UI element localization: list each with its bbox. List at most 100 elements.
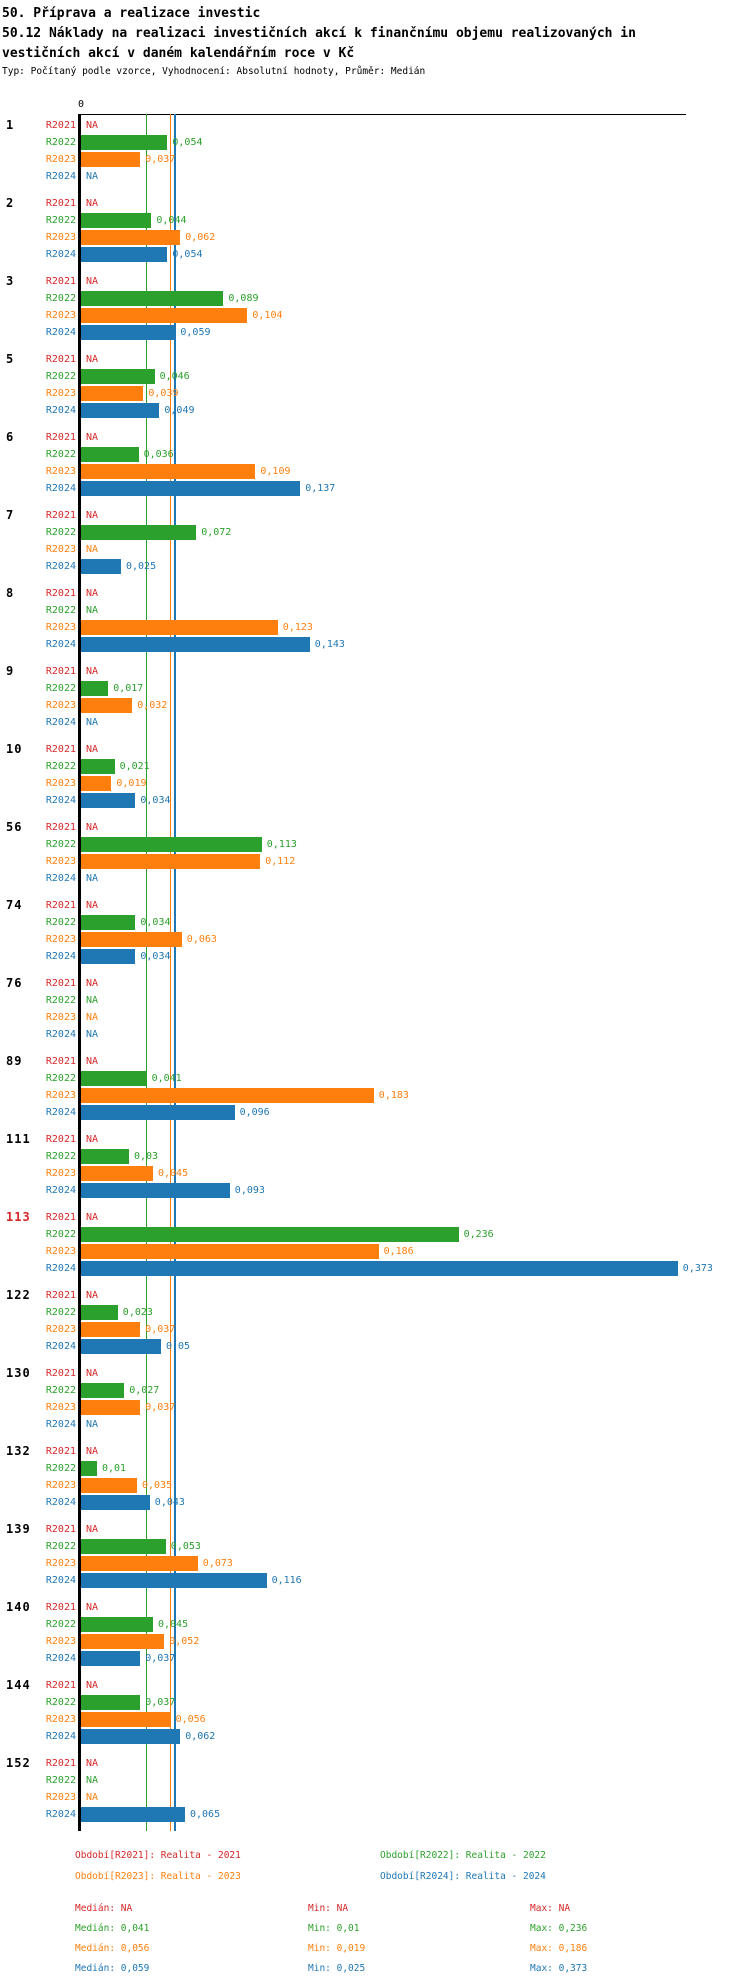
bar-row: R2022 0,01: [0, 1460, 750, 1477]
group-number: 56: [6, 820, 23, 834]
bar-row: R2023 0,039: [0, 385, 750, 402]
value-bar: [81, 1807, 185, 1822]
bar-row: R2024 0,373: [0, 1260, 750, 1277]
series-label: R2021: [45, 1290, 76, 1301]
value-bar: [81, 854, 261, 869]
value-label: 0,045: [158, 1619, 189, 1630]
series-label: R2021: [45, 1524, 76, 1535]
bar-row: R2023 0,183: [0, 1087, 750, 1104]
series-label: R2021: [45, 1446, 76, 1457]
group-number: 2: [6, 196, 15, 210]
bar-row: R2022 0,037: [0, 1694, 750, 1711]
value-bar: [81, 776, 112, 791]
value-bar: [81, 915, 136, 930]
bar-group-130: 130 R2021 NA R2022 0,027 R2023 0,037 R2024 NA: [0, 1365, 750, 1433]
bar-row: R2024 0,062: [0, 1728, 750, 1745]
series-label: R2021: [45, 120, 76, 131]
bar-row: R2021 NA: [0, 1521, 750, 1538]
value-label: 0,096: [239, 1107, 270, 1118]
value-label: 0,062: [185, 1731, 216, 1742]
na-label: NA: [86, 873, 99, 884]
series-label: R2023: [45, 1402, 76, 1413]
series-label: R2024: [45, 717, 76, 728]
bar-row: R2024 NA: [0, 168, 750, 185]
value-bar: [81, 1461, 97, 1476]
bar-row: R2023 0,109: [0, 463, 750, 480]
bar-row: R2021 NA: [0, 117, 750, 134]
value-label: 0,05: [166, 1341, 191, 1352]
na-label: NA: [86, 1524, 99, 1535]
bar-group-56: 56 R2021 NA R2022 0,113 R2023 0,112 R2024 NA: [0, 819, 750, 887]
value-label: 0,112: [265, 856, 296, 867]
value-bar: [81, 1261, 678, 1276]
series-label: R2022: [45, 761, 76, 772]
axis-zero-tick-label: 0: [77, 99, 85, 110]
bar-row: R2023 0,052: [0, 1633, 750, 1650]
value-label: 0,123: [282, 622, 313, 633]
bar-group-152: 152 R2021 NA R2022 NA R2023 NA R2024 0,065: [0, 1755, 750, 1823]
series-label: R2022: [45, 527, 76, 538]
na-label: NA: [86, 744, 99, 755]
series-label: R2024: [45, 483, 76, 494]
series-label: R2023: [45, 1324, 76, 1335]
series-label: R2021: [45, 1368, 76, 1379]
value-bar: [81, 1244, 379, 1259]
series-label: R2023: [45, 232, 76, 243]
bar-row: R2022 0,054: [0, 134, 750, 151]
series-label: R2022: [45, 293, 76, 304]
na-label: NA: [86, 354, 99, 365]
group-number: 3: [6, 274, 15, 288]
series-label: R2021: [45, 276, 76, 287]
bar-group-8: 8 R2021 NA R2022 NA R2023 0,123 R2024 0,143: [0, 585, 750, 653]
na-label: NA: [86, 276, 99, 287]
value-label: 0,113: [266, 839, 297, 850]
bar-row: R2024 0,059: [0, 324, 750, 341]
value-label: 0,109: [260, 466, 291, 477]
series-label: R2021: [45, 1212, 76, 1223]
value-bar: [81, 308, 248, 323]
series-label: R2024: [45, 405, 76, 416]
series-label: R2021: [45, 510, 76, 521]
bar-row: R2023 0,063: [0, 931, 750, 948]
value-label: 0,052: [169, 1636, 200, 1647]
bar-group-5: 5 R2021 NA R2022 0,046 R2023 0,039 R2024 0,049: [0, 351, 750, 419]
series-label: R2024: [45, 1809, 76, 1820]
value-label: 0,023: [122, 1307, 153, 1318]
bar-row: R2022 0,017: [0, 680, 750, 697]
value-bar: [81, 1539, 166, 1554]
series-label: R2022: [45, 1697, 76, 1708]
bar-group-122: 122 R2021 NA R2022 0,023 R2023 0,037 R2024 0,05: [0, 1287, 750, 1355]
value-label: 0,236: [463, 1229, 494, 1240]
bar-row: R2021 NA: [0, 273, 750, 290]
bar-row: R2022 0,236: [0, 1226, 750, 1243]
series-label: R2024: [45, 1263, 76, 1274]
bar-group-132: 132 R2021 NA R2022 0,01 R2023 0,035 R2024 0,043: [0, 1443, 750, 1511]
page-title: 50. Příprava a realizace investic: [2, 6, 261, 21]
bar-row: R2021 NA: [0, 1209, 750, 1226]
bar-group-144: 144 R2021 NA R2022 0,037 R2023 0,056 R2024 0,062: [0, 1677, 750, 1745]
bar-group-3: 3 R2021 NA R2022 0,089 R2023 0,104 R2024 0,059: [0, 273, 750, 341]
series-label: R2024: [45, 1575, 76, 1586]
series-label: R2022: [45, 995, 76, 1006]
series-label: R2021: [45, 900, 76, 911]
bar-row: R2023 0,104: [0, 307, 750, 324]
series-label: R2023: [45, 1090, 76, 1101]
value-bar: [81, 620, 278, 635]
value-bar: [81, 932, 182, 947]
chart-area: 0 1 R2021 NA R2022 0,054 R2023 0,037 R2024 NA 2 R2…: [0, 99, 750, 1831]
median-line-R2022: [145, 114, 148, 1831]
legend-item: Období[R2023]: Realita - 2023: [75, 1871, 241, 1882]
series-label: R2022: [45, 839, 76, 850]
stat-max-R2024: Max: 0,373: [530, 1963, 588, 1974]
group-number: 7: [6, 508, 15, 522]
na-label: NA: [86, 1792, 99, 1803]
chart-meta: Typ: Počítaný podle vzorce, Vyhodnocení:…: [2, 66, 426, 77]
group-number: 144: [6, 1678, 31, 1692]
subtitle-line-2: vestičních akcí v daném kalendářním roce…: [2, 46, 355, 61]
value-label: 0,035: [142, 1480, 173, 1491]
stat-max-R2023: Max: 0,186: [530, 1943, 588, 1954]
series-label: R2023: [45, 1714, 76, 1725]
na-label: NA: [86, 510, 99, 521]
na-label: NA: [86, 588, 99, 599]
bar-row: R2021 NA: [0, 741, 750, 758]
